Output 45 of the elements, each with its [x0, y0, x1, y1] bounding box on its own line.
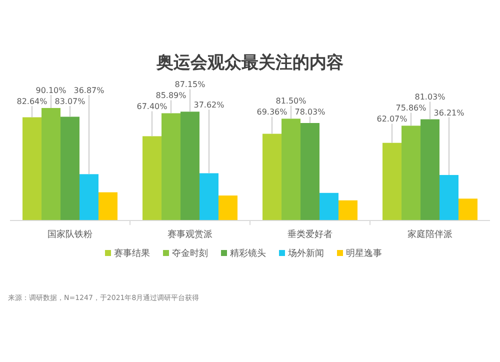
bar [22, 117, 42, 220]
bar [200, 173, 218, 220]
bar [320, 192, 338, 220]
data-label: 36.87% [74, 86, 105, 95]
bar [180, 112, 200, 220]
data-label: 83.07% [54, 97, 86, 106]
legend-label: 精彩镜头 [230, 248, 266, 259]
data-label: 67.40% [136, 102, 168, 112]
data-label: 81.03% [414, 92, 446, 102]
data-label: 78.03% [294, 108, 326, 117]
legend-label: 赛事结果 [114, 248, 150, 259]
bar [262, 134, 282, 220]
bar [98, 192, 118, 220]
bar [218, 196, 238, 220]
data-label: 87.15% [174, 80, 206, 90]
bar [338, 200, 358, 220]
data-label: 90.10% [36, 86, 67, 95]
legend-label: 夺金时刻 [172, 248, 208, 259]
data-label: 62.07% [376, 114, 408, 124]
data-label: 36.21% [434, 108, 465, 118]
bar [382, 142, 402, 220]
bar [282, 118, 300, 220]
data-label: 75.86% [396, 104, 427, 113]
bar [300, 123, 320, 220]
x-tick-label: 赛事观赏派 [168, 229, 212, 240]
bar [458, 198, 478, 220]
data-label: 81.50% [276, 96, 307, 106]
data-label: 69.36% [256, 108, 288, 117]
data-label: 85.89% [156, 91, 187, 100]
data-label: 82.64% [16, 97, 48, 106]
bar [42, 108, 60, 220]
data-label: 37.62% [194, 100, 225, 110]
bar [142, 136, 162, 220]
x-tick-label: 家庭陪伴派 [408, 229, 452, 240]
x-tick-label: 国家队铁粉 [48, 229, 92, 240]
chart-title: 奥运会观众最关注的内容 [156, 53, 344, 73]
legend-label: 场外新闻 [287, 248, 324, 259]
legend-label: 明星逸事 [346, 248, 382, 259]
bar [162, 113, 180, 220]
bar [420, 119, 440, 220]
bar [402, 126, 420, 220]
bar [60, 116, 80, 220]
bar [80, 174, 98, 220]
x-tick-label: 垂类爱好者 [288, 229, 332, 240]
bar [440, 174, 458, 220]
